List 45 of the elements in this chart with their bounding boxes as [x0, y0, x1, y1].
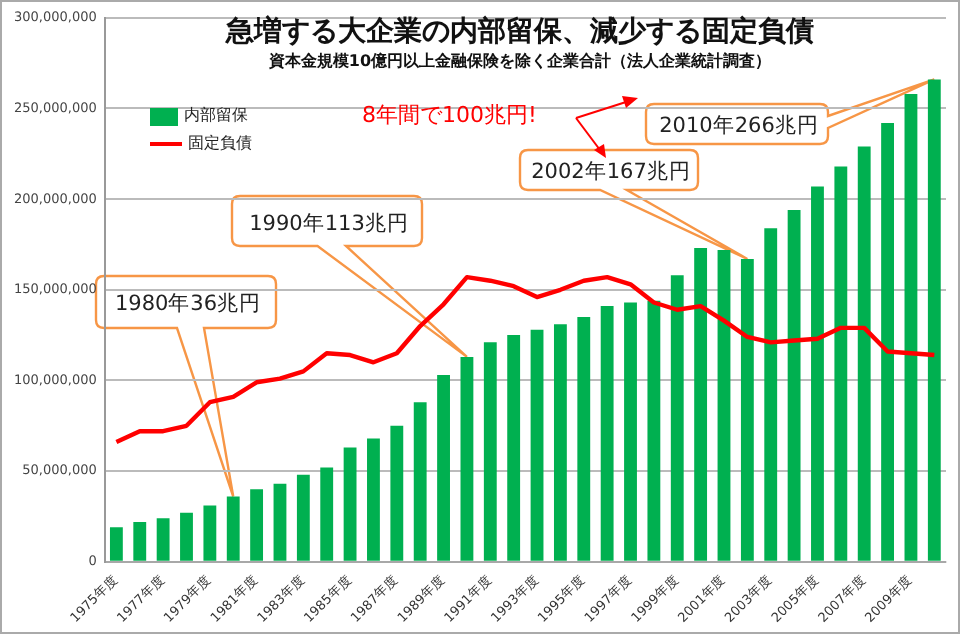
bar [764, 228, 778, 561]
annotation: 2010年266兆円 [657, 112, 821, 142]
legend-label: 固定負債 [188, 132, 252, 156]
bar [226, 496, 240, 561]
bar [553, 324, 567, 561]
bar [530, 329, 544, 561]
bar [320, 467, 334, 561]
bar [577, 316, 591, 561]
bar [717, 249, 731, 561]
bar [109, 527, 123, 561]
bar [296, 474, 310, 561]
bar [133, 521, 147, 561]
bar [437, 375, 450, 561]
annotation: 8年間で100兆円! [362, 100, 537, 130]
annotation: 1980年36兆円 [112, 290, 264, 320]
bar [740, 258, 754, 561]
bar [834, 166, 848, 561]
bar [483, 342, 497, 561]
annotation: 2002年167兆円 [529, 158, 693, 188]
chart-title: 急増する大企業の内部留保、減少する固定負債 [223, 14, 816, 50]
bar [624, 302, 637, 561]
bar [904, 93, 918, 561]
bar [787, 210, 801, 561]
text: 資本金規模10億円以上金融保険を除く企業合計（法人企業統計調査） [266, 50, 774, 72]
annotation: 1990年113兆円 [247, 209, 411, 239]
bar [647, 300, 661, 561]
bar [343, 447, 357, 561]
bar [180, 512, 193, 561]
bar [413, 402, 427, 561]
bar [670, 275, 684, 561]
legend-label: 内部留保 [184, 104, 248, 128]
bar [811, 186, 824, 561]
bar [857, 146, 871, 561]
bar [460, 356, 474, 561]
bar [250, 489, 264, 561]
bar [927, 79, 941, 561]
bar [600, 306, 614, 561]
bar [367, 438, 380, 561]
bar [881, 122, 894, 561]
bar [507, 335, 521, 561]
bar [390, 425, 404, 561]
bar [694, 248, 708, 561]
bar [273, 483, 287, 561]
bar [156, 518, 170, 561]
bar [203, 505, 217, 561]
